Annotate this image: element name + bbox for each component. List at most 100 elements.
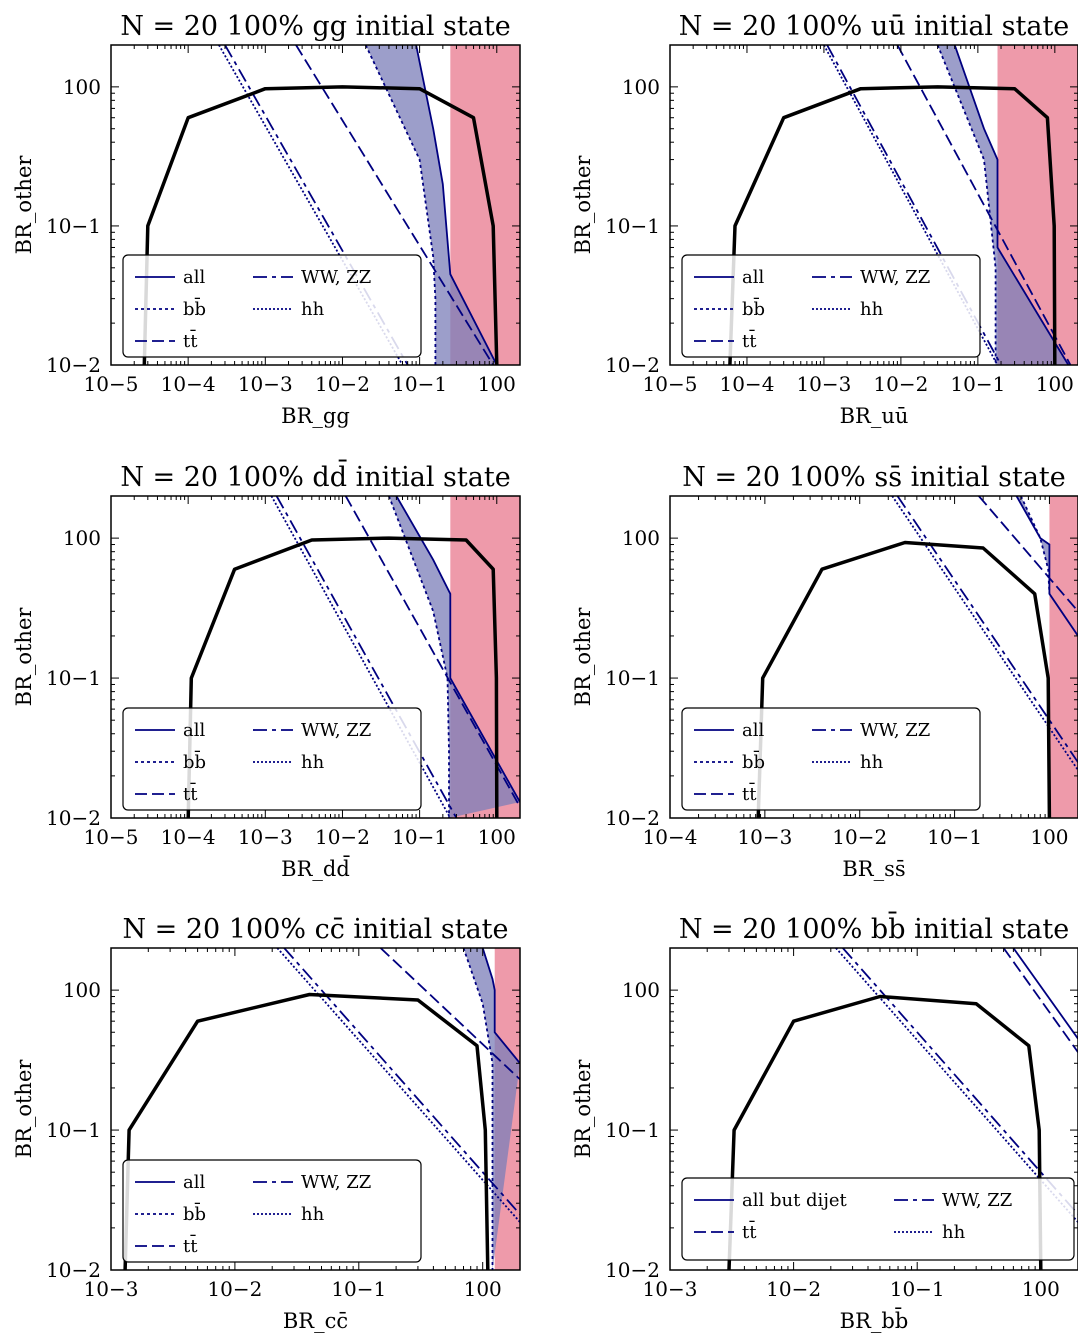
plot-area bbox=[727, 948, 1078, 1270]
legend-label: all bbox=[742, 720, 764, 741]
series-line bbox=[896, 496, 1078, 763]
series-line bbox=[481, 948, 520, 1064]
legend-frame bbox=[681, 707, 981, 811]
legend-label: tt̄ bbox=[742, 781, 757, 805]
y-tick-label: 100 bbox=[63, 526, 101, 550]
x-axis-label: BR_ss̄ bbox=[842, 857, 905, 881]
legend-label: tt̄ bbox=[183, 1233, 198, 1257]
legend: all WW, ZZ bb̄ hh tt̄ bbox=[122, 1159, 422, 1263]
series-line bbox=[218, 45, 404, 365]
y-tick-label: 100 bbox=[622, 526, 660, 550]
legend-label: bb̄ bbox=[742, 749, 765, 773]
panel-title: N = 20 100% dd̄ initial state bbox=[120, 458, 510, 493]
x-axis-label: BR_gg bbox=[281, 404, 350, 428]
series-line bbox=[1015, 496, 1078, 637]
x-tick-label: 10−5 bbox=[643, 372, 698, 396]
legend-label: all bbox=[183, 267, 205, 288]
panel-title: N = 20 100% cc̄ initial state bbox=[122, 914, 508, 945]
y-tick-label: 10−2 bbox=[605, 806, 660, 830]
legend: all but dijet WW, ZZ tt̄ hh bbox=[681, 1177, 1075, 1261]
x-tick-label: 10−3 bbox=[238, 825, 293, 849]
legend-frame bbox=[681, 254, 981, 358]
series-line bbox=[270, 496, 452, 818]
legend-label: all bbox=[742, 267, 764, 288]
y-tick-label: 10−1 bbox=[46, 1118, 101, 1142]
y-tick-label: 100 bbox=[622, 75, 660, 99]
series-line bbox=[826, 45, 1002, 365]
legend-label: all bbox=[183, 1172, 205, 1193]
x-tick-label: 10−3 bbox=[737, 825, 792, 849]
plot-frame bbox=[110, 44, 521, 366]
chart-panel: 10−5 10−4 10−3 10−2 10−1 100 10−2 10−1 100 N = 20… bbox=[12, 11, 521, 428]
series-line bbox=[275, 496, 458, 818]
x-tick-label: 10−2 bbox=[315, 825, 370, 849]
series-line bbox=[1012, 948, 1078, 1040]
series-line bbox=[344, 496, 520, 808]
x-tick-label: 10−1 bbox=[890, 1277, 945, 1301]
x-tick-label: 10−1 bbox=[331, 1277, 386, 1301]
series-line bbox=[896, 45, 1072, 365]
legend-label: all bbox=[183, 720, 205, 741]
x-tick-label: 100 bbox=[464, 1277, 502, 1301]
curve-line bbox=[728, 85, 1057, 365]
allowed-band bbox=[365, 45, 497, 365]
legend: all WW, ZZ bb̄ hh tt̄ bbox=[681, 254, 981, 358]
legend-label: tt̄ bbox=[742, 328, 757, 352]
curve-line bbox=[186, 536, 499, 818]
x-tick-label: 10−4 bbox=[719, 372, 774, 396]
legend-label: tt̄ bbox=[183, 781, 198, 805]
legend: all WW, ZZ bb̄ hh tt̄ bbox=[122, 254, 422, 358]
x-tick-label: 10−4 bbox=[161, 825, 216, 849]
series-line bbox=[295, 45, 494, 365]
y-tick-label: 10−1 bbox=[605, 1118, 660, 1142]
curve-line bbox=[123, 992, 490, 1270]
x-tick-label: 10−2 bbox=[766, 1277, 821, 1301]
panel-title: N = 20 100% gg initial state bbox=[120, 11, 510, 42]
chart-panel: 10−5 10−4 10−3 10−2 10−1 100 10−2 10−1 100 N = 20… bbox=[12, 458, 521, 881]
y-tick-label: 10−2 bbox=[46, 1258, 101, 1282]
x-tick-label: 10−3 bbox=[796, 372, 851, 396]
x-tick-label: 10−5 bbox=[84, 825, 139, 849]
series-line bbox=[415, 45, 498, 365]
legend-frame bbox=[122, 254, 422, 358]
y-tick-label: 10−2 bbox=[46, 353, 101, 377]
x-axis-label: BR_bb̄ bbox=[840, 1307, 909, 1333]
series-line bbox=[835, 948, 1078, 1223]
legend-label: all but dijet bbox=[742, 1190, 848, 1211]
series-line bbox=[953, 45, 1070, 365]
plot-area bbox=[756, 496, 1078, 818]
y-axis-label: BR_other bbox=[12, 155, 36, 255]
legend-label: bb̄ bbox=[183, 749, 206, 773]
legend-label: hh bbox=[860, 299, 884, 320]
legend-label: WW, ZZ bbox=[301, 720, 371, 741]
legend-label: WW, ZZ bbox=[860, 267, 930, 288]
panel-title: N = 20 100% ss̄ initial state bbox=[682, 462, 1066, 493]
y-tick-label: 100 bbox=[63, 75, 101, 99]
legend-frame bbox=[122, 707, 422, 811]
legend-label: WW, ZZ bbox=[301, 1172, 371, 1193]
x-axis-label: BR_cc̄ bbox=[283, 1309, 348, 1333]
x-axis-label: BR_dd̄ bbox=[281, 855, 350, 881]
plot-frame bbox=[110, 947, 521, 1271]
series-line bbox=[283, 948, 520, 1215]
plot-frame bbox=[669, 495, 1078, 819]
legend-label: WW, ZZ bbox=[860, 720, 930, 741]
curve-line bbox=[756, 540, 1052, 818]
x-tick-label: 10−1 bbox=[927, 825, 982, 849]
x-tick-label: 10−4 bbox=[643, 825, 698, 849]
legend-label: bb̄ bbox=[183, 1201, 206, 1225]
y-tick-label: 10−1 bbox=[46, 214, 101, 238]
x-tick-label: 10−3 bbox=[643, 1277, 698, 1301]
x-tick-label: 10−1 bbox=[950, 372, 1005, 396]
series-line bbox=[364, 45, 437, 365]
y-axis-label: BR_other bbox=[12, 1059, 36, 1159]
legend-label: hh bbox=[942, 1222, 966, 1243]
legend-label: hh bbox=[301, 299, 325, 320]
allowed-band bbox=[463, 948, 520, 1270]
y-axis-label: BR_other bbox=[571, 607, 595, 707]
y-tick-label: 100 bbox=[63, 978, 101, 1002]
legend-label: bb̄ bbox=[183, 296, 206, 320]
